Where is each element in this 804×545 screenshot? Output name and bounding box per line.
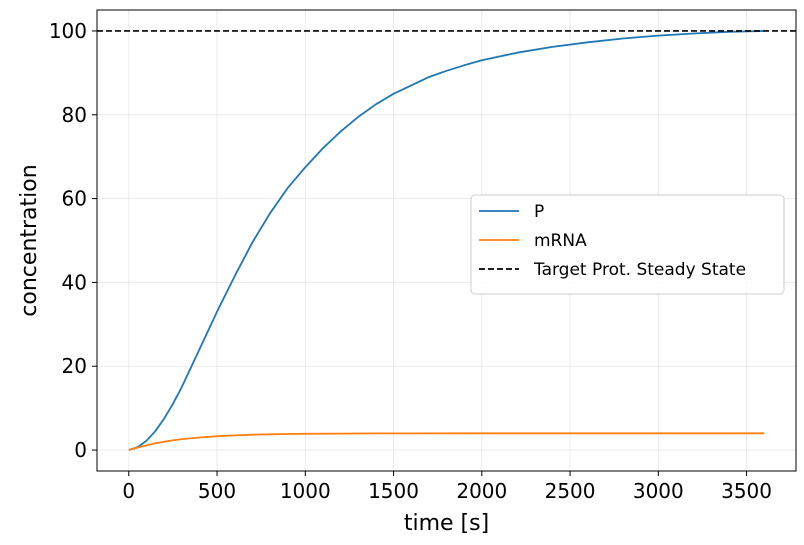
y-axis-label: concentration — [17, 164, 42, 316]
series-line-mrna — [128, 432, 765, 451]
x-tick-label: 2000 — [456, 479, 507, 503]
x-tick-label: 3500 — [721, 479, 772, 503]
series-layer — [97, 30, 796, 451]
ticks: 0 500 1000 1500 2000 2500 3000 3500 0 20 40 60 80 100 — [49, 19, 772, 503]
x-tick-label: 1000 — [280, 479, 331, 503]
y-tick-label: 80 — [62, 103, 87, 127]
y-tick-label: 20 — [62, 354, 87, 378]
legend-label-p: P — [534, 202, 544, 222]
x-tick-label: 0 — [122, 479, 135, 503]
legend-label-mrna: mRNA — [534, 231, 587, 251]
y-tick-label: 100 — [49, 19, 87, 43]
legend-label-target-prot-steady-state: Target Prot. Steady State — [533, 260, 746, 280]
y-tick-label: 60 — [62, 187, 87, 211]
y-tick-label: 40 — [62, 270, 87, 294]
x-tick-label: 1500 — [368, 479, 419, 503]
x-axis-label: time [s] — [404, 511, 489, 536]
series-line-p — [128, 30, 765, 451]
plot-frame — [96, 9, 797, 472]
x-tick-label: 3000 — [633, 479, 684, 503]
y-tick-label: 0 — [74, 438, 87, 462]
x-tick-label: 2500 — [545, 479, 596, 503]
legend-box — [470, 194, 785, 295]
x-tick-label: 500 — [198, 479, 236, 503]
